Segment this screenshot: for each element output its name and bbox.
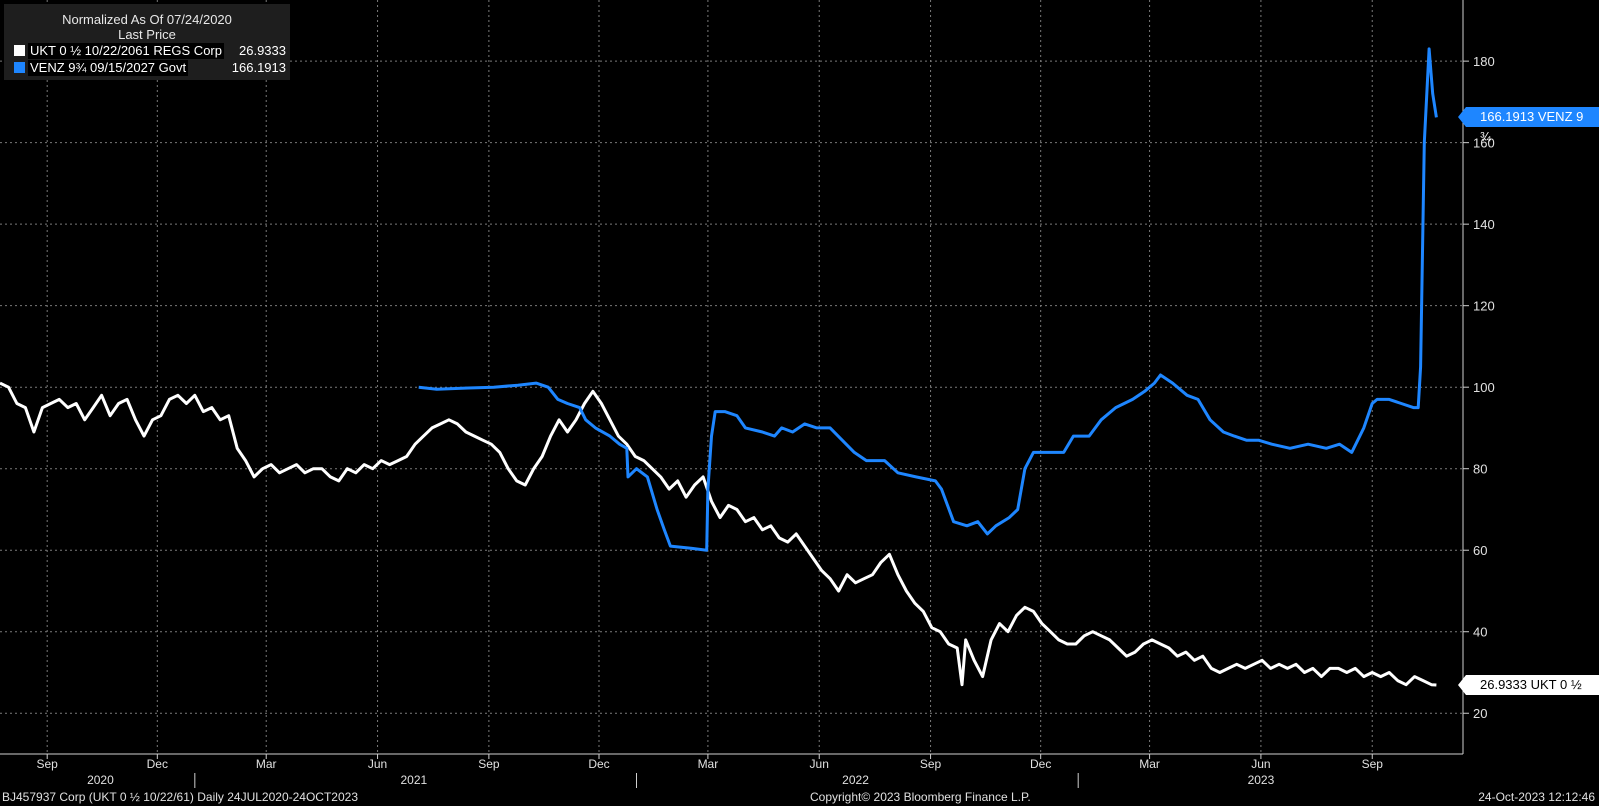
last-value-label: 26.9333 UKT 0 ½ 1 [1480,676,1582,712]
x-tick-label: Sep [37,757,59,771]
legend-entry-venz[interactable]: VENZ 9¾ 09/15/2027 Govt 166.1913 [14,60,286,76]
x-tick-label: Dec [147,757,168,771]
footer-timestamp: 24-Oct-2023 12:12:46 [1478,790,1595,804]
last-value-tag-venz: 166.1913 VENZ 9 ¾ [1458,107,1599,144]
y-tick-label: 40 [1473,625,1487,640]
x-tick-label: Jun [810,757,829,771]
legend-subtitle: Last Price [118,27,176,42]
x-tick-label: Dec [1030,757,1051,771]
y-tick-label: 180 [1473,54,1495,69]
year-label: 2020 [87,773,114,787]
legend-swatch-venz [14,62,25,73]
x-tick-label: Sep [920,757,942,771]
y-tick-label: 80 [1473,462,1487,477]
y-axis: 20 40 60 80 100 120 140 160 180 [1462,0,1495,754]
y-tick-label: 120 [1473,299,1495,314]
x-tick-label: Mar [1139,757,1160,771]
y-tick-label: 60 [1473,543,1487,558]
year-label: 2021 [400,773,427,787]
x-tick-label: Jun [1251,757,1270,771]
last-value-label: 166.1913 VENZ 9 ¾ [1480,109,1584,145]
series-line-ukt [0,381,1437,687]
x-tick-label: Sep [1362,757,1384,771]
legend-swatch-ukt [14,45,25,56]
legend-series-value: 26.9333 [239,43,286,58]
footer-copyright: Copyright© 2023 Bloomberg Finance L.P. [810,790,1031,804]
series-lines [0,47,1438,687]
y-tick-label: 100 [1473,380,1495,395]
x-tick-label: Mar [256,757,277,771]
legend-entry-ukt[interactable]: UKT 0 ½ 10/22/2061 REGS Corp 26.9333 [14,43,286,59]
x-tick-label: Dec [588,757,609,771]
x-tick-label: Mar [698,757,719,771]
legend-series-name: VENZ 9¾ 09/15/2027 Govt [28,60,189,76]
last-value-tag-ukt: 26.9333 UKT 0 ½ 1 [1458,674,1599,712]
y-tick-label: 140 [1473,217,1495,232]
series-line-venz [418,47,1438,552]
chart-grid [0,0,1463,754]
footer-security-info: BJ457937 Corp (UKT 0 ½ 10/22/61) Daily 2… [2,790,358,804]
x-axis: Sep Dec Mar Jun Sep Dec Mar Jun Sep Dec Mar Jun Sep 2… [0,753,1463,788]
legend-title: Normalized As Of 07/24/2020 [62,12,232,27]
legend-series-name: UKT 0 ½ 10/22/2061 REGS Corp [28,43,224,59]
legend: Normalized As Of 07/24/2020 Last Price U… [4,4,290,80]
tag-arrow-icon [1458,674,1466,695]
year-label: 2023 [1248,773,1275,787]
y-tick-label: 160 [1473,136,1495,151]
tag-arrow-icon [1458,107,1466,128]
year-label: 2022 [842,773,869,787]
legend-series-value: 166.1913 [231,60,286,75]
x-tick-label: Jun [368,757,387,771]
y-tick-label: 20 [1473,706,1487,721]
x-tick-label: Sep [478,757,500,771]
